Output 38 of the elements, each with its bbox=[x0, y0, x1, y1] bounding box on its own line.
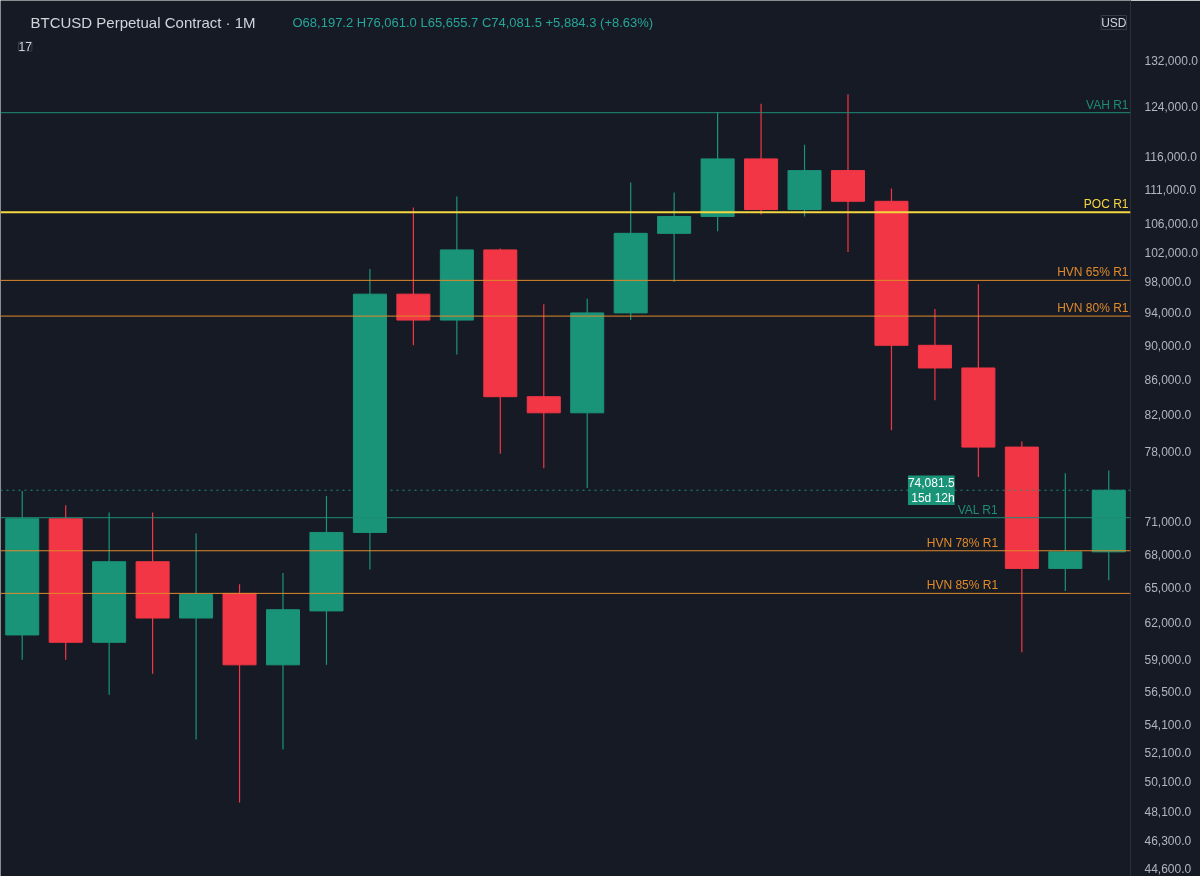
ref-line-label: POC R1 bbox=[1083, 197, 1129, 212]
ref-line-label: VAH R1 bbox=[1086, 97, 1129, 112]
y-tick-label: 86,000.0 bbox=[1144, 372, 1192, 387]
ref-line-label: HVN 65% R1 bbox=[1057, 265, 1129, 280]
y-tick-label: 102,000.0 bbox=[1144, 245, 1199, 260]
text: BTCUSD Perpetual Contract · 1M bbox=[30, 14, 256, 31]
y-tick-label: 116,000.0 bbox=[1144, 149, 1198, 164]
y-tick-label: 132,000.0 bbox=[1144, 53, 1199, 68]
candlestick bbox=[526, 303, 561, 469]
annotation: O68,197.2 H76,061.0 L65,655.7 C74,081.5 +5,884.3 (+8.63%) bbox=[292, 15, 654, 30]
y-tick-label: 50,100.0 bbox=[1144, 775, 1192, 790]
y-tick-label: 52,100.0 bbox=[1144, 745, 1192, 760]
y-tick-label: 94,000.0 bbox=[1144, 306, 1192, 321]
y-tick-label: 48,100.0 bbox=[1144, 805, 1192, 820]
annotation: 17 bbox=[18, 40, 33, 54]
ref-line-label: HVN 80% R1 bbox=[1057, 301, 1129, 316]
ref-line-label: VAL R1 bbox=[957, 502, 998, 517]
y-tick-label: 68,000.0 bbox=[1144, 547, 1192, 562]
ref-line-label: HVN 85% R1 bbox=[926, 578, 999, 593]
y-tick-label: 78,000.0 bbox=[1144, 445, 1192, 460]
y-tick-label: 54,100.0 bbox=[1144, 717, 1192, 732]
y-tick-label: 62,000.0 bbox=[1144, 616, 1192, 631]
y-tick-label: 46,300.0 bbox=[1144, 833, 1192, 848]
annotation: USD bbox=[1101, 15, 1127, 30]
ref-line-label: 74,081.5 15d 12h bbox=[907, 475, 955, 505]
y-tick-label: 65,000.0 bbox=[1144, 581, 1192, 596]
y-tick-label: 98,000.0 bbox=[1144, 275, 1192, 290]
y-tick-label: 111,000.0 bbox=[1144, 182, 1197, 197]
y-tick-label: 124,000.0 bbox=[1144, 100, 1199, 115]
y-tick-label: 59,000.0 bbox=[1144, 653, 1192, 668]
y-tick-label: 71,000.0 bbox=[1144, 515, 1192, 530]
y-tick-label: 56,500.0 bbox=[1144, 685, 1192, 700]
y-tick-label: 90,000.0 bbox=[1144, 338, 1192, 353]
y-tick-label: 106,000.0 bbox=[1144, 216, 1199, 231]
candlestick bbox=[179, 532, 214, 741]
y-tick-label: 44,600.0 bbox=[1144, 861, 1192, 876]
ref-line-label: HVN 78% R1 bbox=[926, 535, 999, 550]
y-tick-label: 82,000.0 bbox=[1144, 408, 1192, 423]
